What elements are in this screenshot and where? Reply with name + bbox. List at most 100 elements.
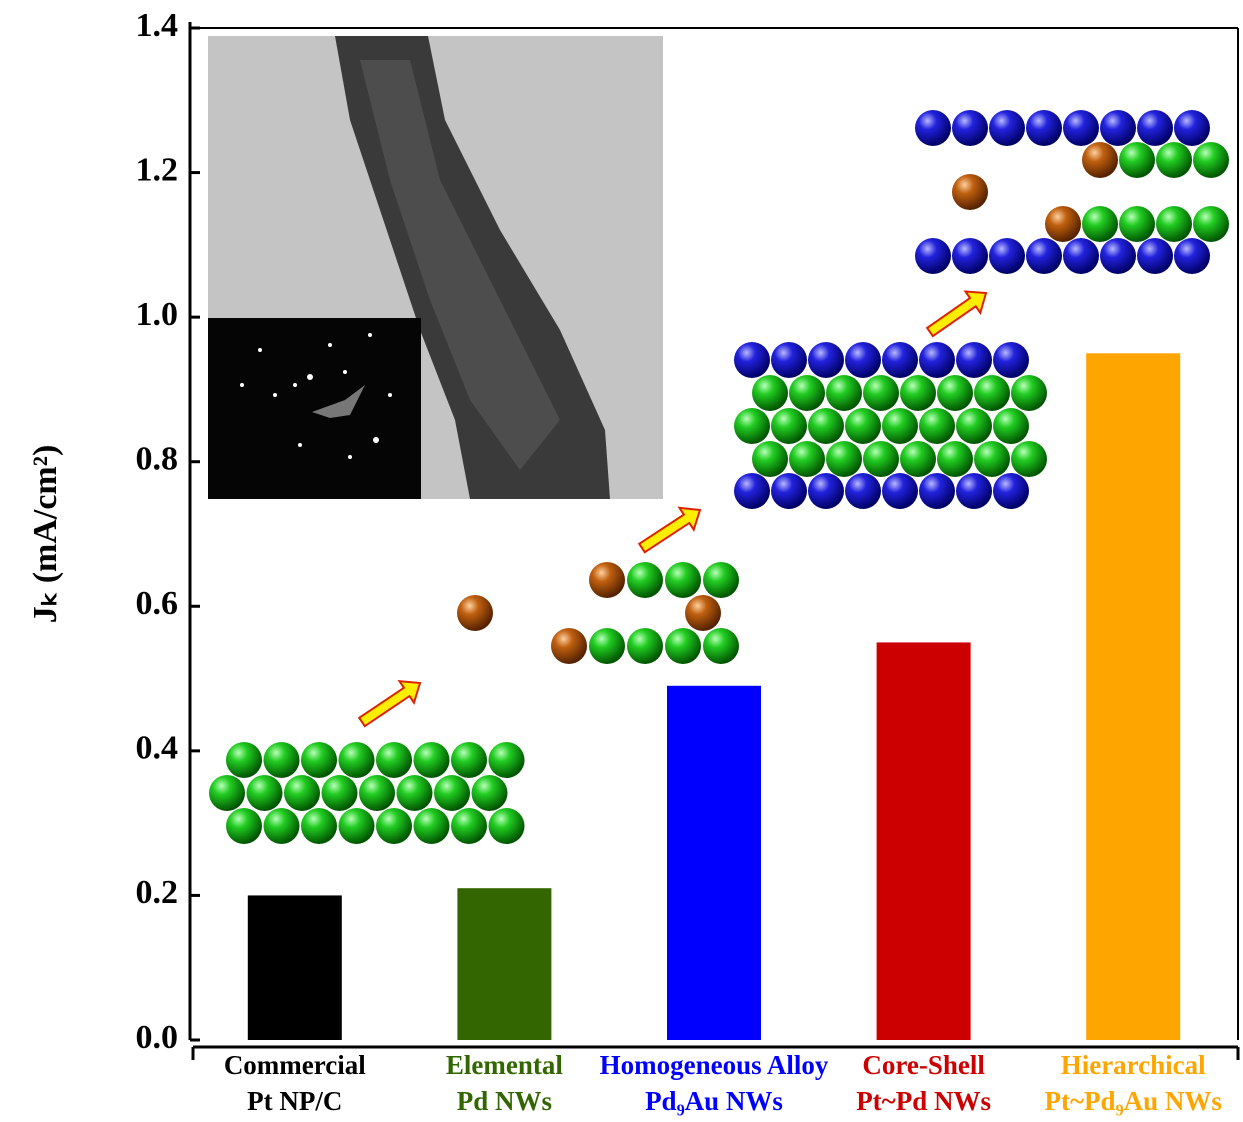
tem-image bbox=[208, 36, 663, 499]
atom bbox=[472, 775, 508, 811]
atom bbox=[551, 628, 587, 664]
atom bbox=[937, 375, 973, 411]
atom bbox=[1100, 238, 1136, 274]
atom bbox=[1045, 142, 1081, 178]
atom bbox=[919, 342, 955, 378]
x-tick-label: Pd NWs bbox=[457, 1086, 552, 1116]
atom bbox=[571, 595, 607, 631]
atom bbox=[1063, 174, 1099, 210]
atom bbox=[1137, 110, 1173, 146]
atom bbox=[264, 742, 300, 778]
atom bbox=[826, 441, 862, 477]
y-tick-label: 1.2 bbox=[136, 151, 179, 188]
atom bbox=[513, 562, 549, 598]
atom bbox=[900, 375, 936, 411]
atom bbox=[1063, 238, 1099, 274]
atom bbox=[974, 441, 1010, 477]
atom bbox=[301, 808, 337, 844]
y-tick-label: 1.0 bbox=[136, 296, 179, 333]
atom bbox=[301, 742, 337, 778]
atom bbox=[685, 595, 721, 631]
atom bbox=[434, 775, 470, 811]
x-tick-label: Elemental bbox=[446, 1050, 563, 1080]
atom bbox=[1156, 142, 1192, 178]
atom bbox=[993, 473, 1029, 509]
atom bbox=[789, 375, 825, 411]
atom bbox=[533, 595, 569, 631]
atom bbox=[956, 342, 992, 378]
y-tick-label: 0.2 bbox=[136, 874, 179, 911]
bar bbox=[248, 895, 342, 1040]
atom bbox=[1174, 174, 1210, 210]
bar bbox=[877, 642, 971, 1040]
atom bbox=[971, 142, 1007, 178]
atom bbox=[952, 174, 988, 210]
atom bbox=[376, 742, 412, 778]
atom bbox=[339, 742, 375, 778]
atom bbox=[1119, 206, 1155, 242]
atom bbox=[1011, 375, 1047, 411]
x-tick-label: Core-Shell bbox=[862, 1050, 985, 1080]
atom bbox=[934, 142, 970, 178]
atom bbox=[489, 808, 525, 844]
atom bbox=[882, 473, 918, 509]
atom bbox=[882, 408, 918, 444]
atom bbox=[1026, 110, 1062, 146]
atom bbox=[475, 628, 511, 664]
atom bbox=[339, 808, 375, 844]
y-tick-label: 0.6 bbox=[136, 585, 179, 622]
atom bbox=[915, 110, 951, 146]
atom bbox=[1174, 238, 1210, 274]
atom bbox=[513, 628, 549, 664]
atom bbox=[226, 742, 262, 778]
atom bbox=[919, 408, 955, 444]
atom bbox=[734, 342, 770, 378]
atom bbox=[808, 473, 844, 509]
atom bbox=[934, 206, 970, 242]
atom bbox=[771, 408, 807, 444]
arrow bbox=[639, 508, 700, 552]
atom bbox=[845, 408, 881, 444]
atom bbox=[437, 628, 473, 664]
atom bbox=[419, 595, 455, 631]
atom bbox=[647, 595, 683, 631]
atom bbox=[1026, 238, 1062, 274]
atom bbox=[322, 775, 358, 811]
chart: Jₖ (mA/cm²) 0.00.20.40.60.81.01.21.4Comm… bbox=[0, 0, 1243, 1122]
atom bbox=[863, 375, 899, 411]
atom bbox=[882, 342, 918, 378]
x-tick-label: Pt~Pd₉Au NWs bbox=[1044, 1086, 1221, 1116]
atom bbox=[627, 562, 663, 598]
atom bbox=[489, 742, 525, 778]
atom bbox=[226, 808, 262, 844]
atom bbox=[956, 473, 992, 509]
atom bbox=[451, 808, 487, 844]
atom bbox=[627, 628, 663, 664]
atom bbox=[457, 595, 493, 631]
atom bbox=[900, 441, 936, 477]
atom bbox=[1063, 110, 1099, 146]
atom bbox=[863, 441, 899, 477]
bar bbox=[457, 888, 551, 1040]
atom bbox=[808, 342, 844, 378]
x-tick-label: Pd₉Au NWs bbox=[645, 1086, 783, 1116]
atom bbox=[993, 342, 1029, 378]
y-tick-label: 1.4 bbox=[136, 7, 179, 44]
x-tick-label: Pt NP/C bbox=[247, 1086, 342, 1116]
atom bbox=[845, 342, 881, 378]
atom bbox=[971, 206, 1007, 242]
atom bbox=[1082, 206, 1118, 242]
atom bbox=[376, 808, 412, 844]
atom bbox=[665, 562, 701, 598]
atom bbox=[1008, 142, 1044, 178]
atom bbox=[952, 110, 988, 146]
y-tick-label: 0.0 bbox=[136, 1019, 179, 1056]
arrow bbox=[927, 291, 986, 336]
atom bbox=[989, 174, 1025, 210]
atom bbox=[1100, 110, 1136, 146]
page: {"chart_data": {"type": "bar", "y_label"… bbox=[0, 0, 1243, 1122]
atom bbox=[1100, 174, 1136, 210]
atom bbox=[589, 628, 625, 664]
atom bbox=[808, 408, 844, 444]
atom bbox=[956, 408, 992, 444]
